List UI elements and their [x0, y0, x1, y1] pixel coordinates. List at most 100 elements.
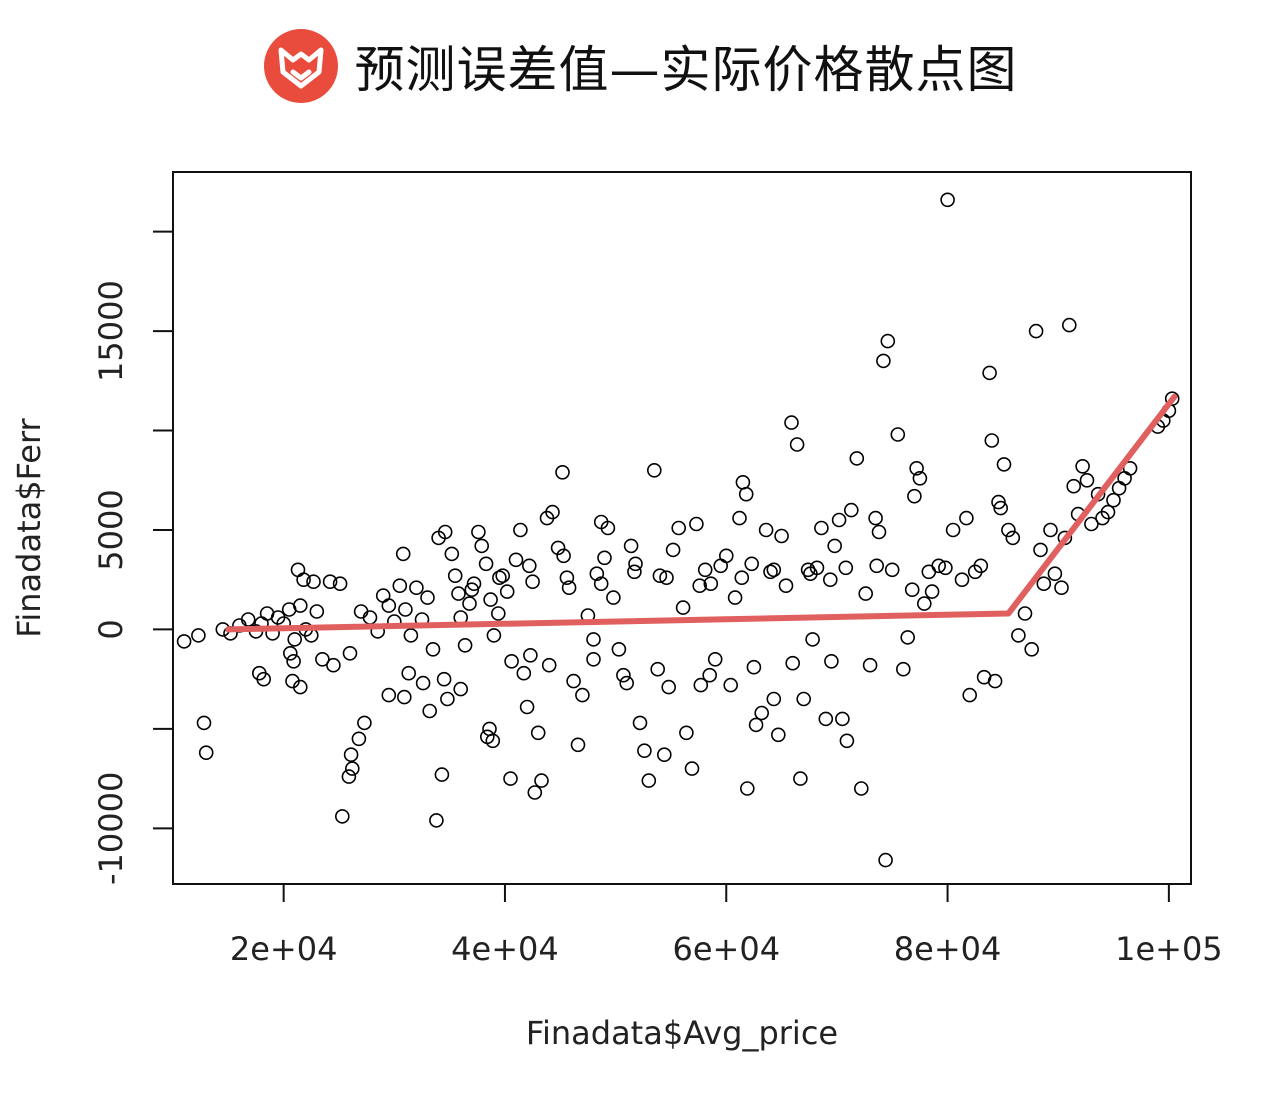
title-bar: 预测误差值—实际价格散点图: [0, 24, 1280, 108]
data-point: [1062, 317, 1077, 333]
data-point: [575, 687, 590, 703]
data-point: [796, 691, 812, 707]
data-point: [707, 651, 723, 667]
data-point: [938, 560, 953, 576]
data-point: [287, 632, 303, 647]
data-point: [758, 522, 774, 538]
data-point: [398, 602, 413, 617]
data-point: [486, 628, 502, 643]
data-point: [616, 667, 631, 683]
data-point: [814, 520, 829, 536]
data-point: [422, 703, 438, 719]
data-point: [429, 813, 444, 828]
data-point: [1164, 391, 1180, 407]
data-point: [541, 657, 557, 673]
data-point: [665, 542, 681, 558]
data-point: [451, 586, 466, 601]
data-point: [286, 653, 301, 669]
data-point: [871, 524, 887, 540]
data-point: [718, 548, 734, 564]
data-point: [822, 572, 838, 588]
data-point: [401, 665, 417, 681]
data-point: [306, 574, 321, 590]
data-point: [697, 562, 713, 578]
data-point: [895, 661, 911, 677]
data-point: [619, 675, 635, 691]
data-point: [1054, 580, 1069, 596]
data-point: [962, 687, 978, 703]
data-point: [1079, 472, 1095, 488]
data-point: [684, 761, 700, 776]
x-axis: 2e+04 4e+04 6e+04 8e+04 1e+05: [230, 884, 1223, 968]
data-point: [375, 588, 391, 603]
data-point: [597, 550, 612, 566]
y-axis: -10000 0 5000 15000: [92, 230, 173, 885]
data-point: [907, 488, 922, 504]
data-point: [623, 538, 639, 554]
data-point: [1033, 542, 1048, 558]
fit-line: [225, 393, 1178, 633]
data-point: [912, 470, 928, 486]
data-point: [659, 570, 674, 586]
data-point: [381, 687, 397, 703]
data-point: [689, 516, 704, 532]
data-point: [611, 641, 627, 657]
data-point: [1036, 576, 1052, 592]
data-point: [353, 604, 369, 619]
data-point: [1066, 478, 1081, 494]
data-point: [420, 590, 435, 605]
data-point: [627, 564, 642, 580]
data-point: [332, 576, 348, 592]
data-point: [357, 715, 372, 731]
data-point: [519, 699, 535, 715]
data-point: [392, 578, 408, 594]
data-point: [880, 333, 896, 349]
data-point: [282, 645, 298, 661]
data-point: [447, 568, 463, 584]
data-point: [296, 572, 311, 588]
data-point: [326, 657, 341, 673]
data-point: [868, 510, 883, 526]
data-point: [744, 556, 760, 572]
data-point: [436, 671, 452, 687]
y-axis-title: Finadata$Ferr: [10, 417, 48, 637]
data-point: [774, 528, 789, 544]
data-point: [993, 500, 1009, 516]
data-point: [650, 661, 666, 677]
data-point: [784, 415, 799, 430]
data-point: [555, 464, 570, 480]
data-point: [661, 679, 677, 695]
data-point: [632, 715, 648, 731]
data-point: [693, 677, 709, 693]
data-point: [723, 677, 739, 693]
data-point: [1111, 480, 1127, 496]
data-point: [545, 504, 560, 520]
data-point: [827, 538, 843, 554]
data-point: [1075, 458, 1090, 474]
data-point: [593, 576, 609, 592]
data-point: [503, 771, 518, 786]
data-point: [176, 634, 192, 649]
x-tick-label: 1e+05: [1115, 930, 1223, 968]
data-point: [586, 632, 601, 647]
data-point: [586, 651, 601, 667]
data-point: [839, 733, 855, 749]
data-point: [738, 486, 754, 502]
data-point: [523, 647, 538, 663]
data-point: [924, 584, 940, 599]
data-point: [492, 570, 507, 586]
data-point: [471, 524, 486, 540]
data-point: [646, 462, 662, 478]
data-point: [1117, 470, 1132, 486]
data-point: [403, 628, 419, 643]
data-point: [409, 580, 424, 596]
data-point: [637, 743, 652, 759]
data-point: [849, 451, 865, 466]
data-point: [876, 353, 891, 369]
data-point: [457, 637, 473, 653]
data-point: [835, 711, 850, 727]
data-point: [395, 546, 411, 562]
data-point: [343, 747, 359, 763]
data-point: [763, 564, 778, 580]
data-point: [1005, 530, 1021, 546]
